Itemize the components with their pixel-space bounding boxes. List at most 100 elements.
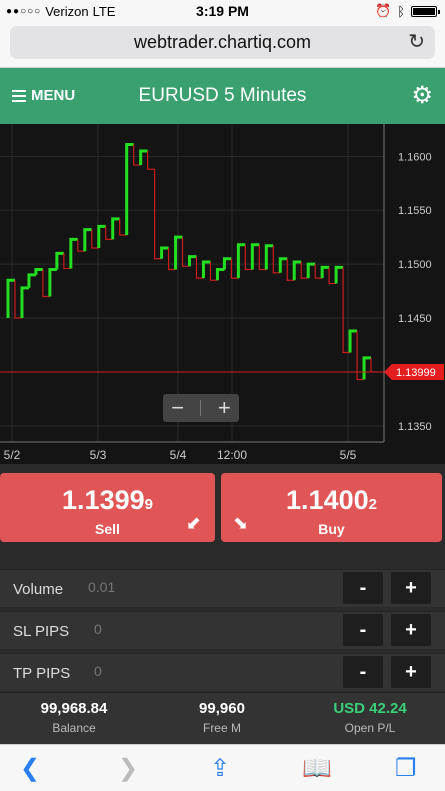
- back-icon[interactable]: ❮: [20, 755, 41, 782]
- app-header: MENU EURUSD 5 Minutes ⚙: [0, 68, 445, 124]
- price-step-segment: [69, 237, 78, 269]
- alarm-icon: ⏰: [375, 3, 392, 18]
- volume-plus-button[interactable]: +: [391, 572, 431, 604]
- price-step-segment: [272, 245, 281, 274]
- tp-pips-input[interactable]: [94, 663, 214, 679]
- volume-label: Volume: [13, 581, 64, 598]
- price-step-segment: [278, 257, 288, 273]
- price-step-segment: [258, 244, 267, 271]
- page-title: EURUSD 5 Minutes: [138, 85, 307, 106]
- arrow-down-left-icon: ⬋: [185, 513, 201, 533]
- volume-input[interactable]: [88, 579, 208, 595]
- price-step-segment: [133, 144, 141, 166]
- x-tick-label: 5/4: [170, 448, 187, 462]
- price-step-segment: [48, 268, 57, 297]
- price-step-segment: [14, 280, 22, 319]
- status-time: 3:19 PM: [196, 3, 249, 19]
- browser-url-bar: webtrader.chartiq.com ↻: [0, 22, 445, 68]
- volume-row: Volume - +: [0, 569, 445, 607]
- balance: 99,968.84 Balance: [0, 700, 148, 735]
- balance-label: Balance: [52, 721, 96, 735]
- open-pl-value: USD 42.24: [333, 700, 407, 717]
- price-step-segment: [34, 268, 43, 275]
- y-tick-label: 1.1450: [398, 313, 432, 325]
- tp-pips-row: TP PIPS - +: [0, 653, 445, 691]
- y-tick-label: 1.1600: [398, 151, 432, 163]
- price-step-segment: [356, 330, 365, 381]
- price-step-segment: [230, 258, 239, 279]
- price-step-segment: [154, 169, 162, 260]
- sell-button[interactable]: 1.13999 Sell ⬋: [0, 473, 215, 542]
- price-step-segment: [264, 244, 274, 270]
- price-step-segment: [20, 286, 29, 319]
- menu-label: MENU: [31, 87, 76, 104]
- sl-minus-button[interactable]: -: [343, 614, 383, 646]
- sell-label: Sell: [95, 521, 120, 537]
- sl-plus-button[interactable]: +: [391, 614, 431, 646]
- tp-pips-label: TP PIPS: [13, 665, 71, 682]
- zoom-divider: [200, 400, 202, 416]
- gear-icon[interactable]: ⚙: [411, 82, 433, 109]
- price-step-segment: [236, 243, 246, 279]
- price-step-segment: [222, 257, 232, 270]
- price-step-segment: [362, 356, 372, 380]
- price-step-segment: [111, 217, 120, 240]
- price-step-segment: [55, 251, 64, 270]
- price-step-segment: [300, 261, 309, 279]
- price-step-segment: [42, 269, 50, 298]
- price-step-segment: [244, 244, 253, 271]
- price-step-segment: [314, 264, 323, 279]
- volume-minus-button[interactable]: -: [343, 572, 383, 604]
- menu-button[interactable]: MENU: [12, 87, 75, 104]
- open-pl: USD 42.24 Open P/L: [296, 700, 444, 735]
- price-step-segment: [83, 228, 92, 252]
- price-step-segment: [286, 258, 295, 281]
- free-margin: 99,960 Free M: [148, 700, 296, 735]
- tp-minus-button[interactable]: -: [343, 656, 383, 688]
- price-step-segment: [306, 262, 316, 279]
- price-step-segment: [105, 226, 113, 240]
- price-step-segment: [63, 253, 71, 270]
- free-margin-value: 99,960: [199, 700, 245, 717]
- bluetooth-icon: ᛒ: [397, 3, 405, 19]
- price-step-segment: [139, 149, 148, 165]
- price-step-segment: [320, 265, 330, 279]
- price-step-segment: [342, 267, 351, 354]
- battery-icon: [411, 5, 440, 17]
- price-step-segment: [119, 218, 127, 236]
- reload-icon[interactable]: ↻: [408, 31, 425, 53]
- price-step-segment: [334, 265, 344, 284]
- price-step-segment: [328, 267, 337, 285]
- buy-label: Buy: [318, 521, 345, 537]
- chart-svg[interactable]: 1.1600 1.1550 1.1500 1.1450 1.1350 5/2 5/3 5/4 1…: [0, 124, 445, 464]
- zoom-in-button[interactable]: +: [217, 395, 231, 420]
- price-step-segment: [201, 260, 211, 279]
- buy-button[interactable]: 1.14002 Buy ⬊: [221, 473, 442, 542]
- buy-price: 1.14002: [286, 485, 377, 515]
- zoom-out-button[interactable]: −: [171, 395, 185, 420]
- price-step-segment: [209, 261, 218, 281]
- forward-icon[interactable]: ❯: [118, 755, 139, 782]
- price-step-segment: [250, 243, 260, 270]
- y-tick-label: 1.1500: [398, 259, 432, 271]
- share-icon[interactable]: ⇪: [210, 755, 231, 782]
- price-chart[interactable]: 1.1600 1.1550 1.1500 1.1450 1.1350 5/2 5/3 5/4 1…: [0, 124, 445, 464]
- url-field[interactable]: webtrader.chartiq.com ↻: [10, 26, 435, 59]
- price-step-segment: [160, 246, 169, 259]
- sell-price: 1.13999: [62, 485, 153, 515]
- price-step-segment: [6, 278, 15, 319]
- arrow-down-right-icon: ⬊: [233, 513, 249, 533]
- free-margin-label: Free M: [202, 721, 241, 735]
- price-step-segment: [188, 255, 197, 267]
- price-step-segment: [348, 329, 358, 353]
- bookmarks-icon[interactable]: 📖: [302, 755, 332, 782]
- tabs-icon[interactable]: ❐: [395, 755, 417, 782]
- sl-pips-input[interactable]: [94, 621, 214, 637]
- balance-value: 99,968.84: [40, 700, 108, 717]
- price-step-segment: [147, 150, 155, 170]
- price-step-segment: [370, 357, 378, 373]
- network-type: LTE: [92, 4, 116, 19]
- price-step-segment: [215, 268, 225, 281]
- sl-pips-row: SL PIPS - +: [0, 611, 445, 649]
- tp-plus-button[interactable]: +: [391, 656, 431, 688]
